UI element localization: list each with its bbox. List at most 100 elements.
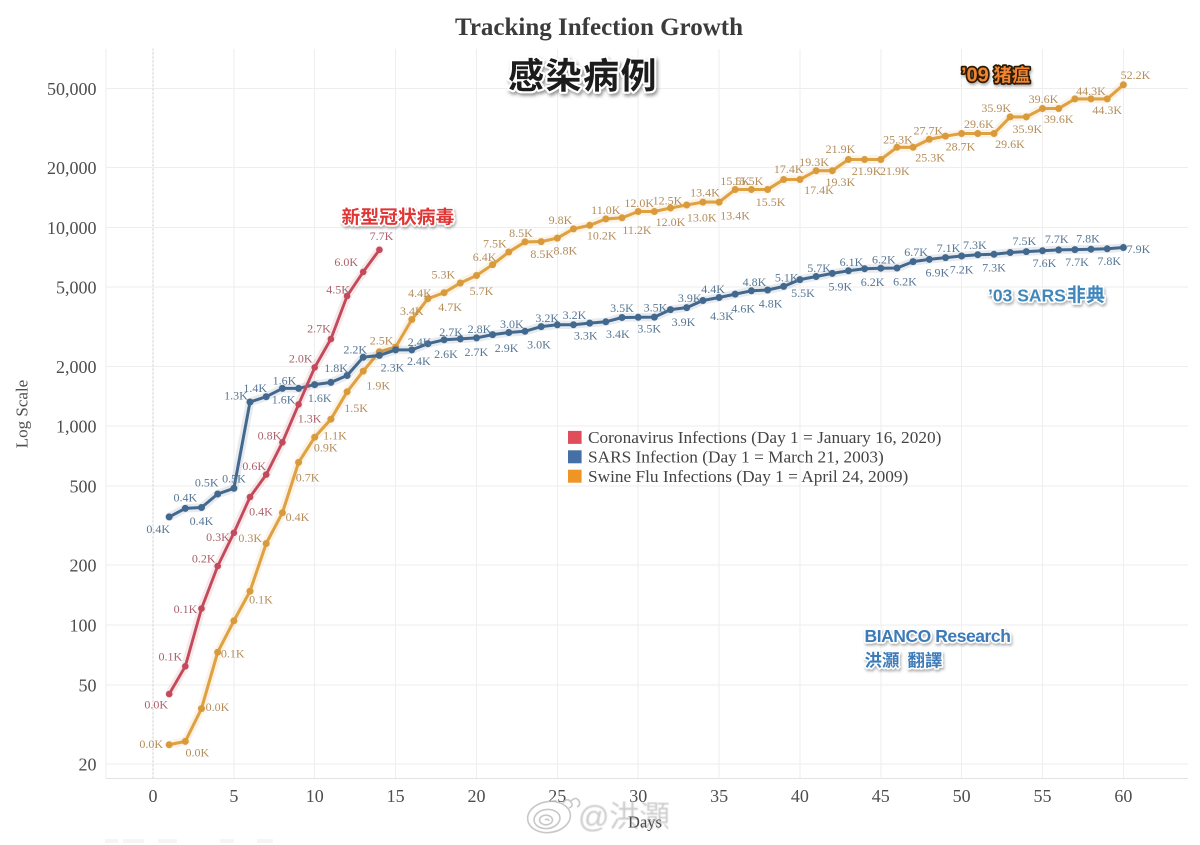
- svg-text:6.2K: 6.2K: [893, 274, 917, 288]
- svg-text:6.7K: 6.7K: [904, 245, 928, 259]
- svg-text:100: 100: [70, 616, 97, 636]
- svg-text:11.0K: 11.0K: [591, 203, 621, 217]
- svg-text:13.0K: 13.0K: [687, 210, 717, 224]
- svg-text:1.9K: 1.9K: [366, 378, 390, 392]
- svg-text:5.9K: 5.9K: [828, 280, 852, 294]
- svg-text:45: 45: [872, 786, 890, 806]
- svg-text:5.7K: 5.7K: [807, 261, 831, 275]
- svg-text:35: 35: [710, 786, 728, 806]
- svg-text:1.8K: 1.8K: [324, 361, 348, 375]
- svg-text:7.7K: 7.7K: [1065, 255, 1089, 269]
- svg-text:21.9K: 21.9K: [852, 164, 882, 178]
- svg-text:0.0K: 0.0K: [185, 746, 209, 760]
- svg-text:’09: ’09: [961, 65, 989, 87]
- svg-text:6.2K: 6.2K: [872, 253, 896, 267]
- svg-text:7.3K: 7.3K: [982, 261, 1006, 275]
- svg-text:1.3K: 1.3K: [298, 412, 322, 426]
- svg-text:@: @: [578, 799, 609, 834]
- svg-text:3.4K: 3.4K: [606, 327, 630, 341]
- svg-text:3.5K: 3.5K: [637, 322, 661, 336]
- svg-text:Tracking Infection Growth: Tracking Infection Growth: [455, 14, 743, 41]
- svg-text:17.4K: 17.4K: [804, 183, 834, 197]
- svg-text:3.9K: 3.9K: [678, 291, 702, 305]
- svg-text:13.4K: 13.4K: [720, 208, 750, 222]
- svg-text:1.1K: 1.1K: [323, 429, 347, 443]
- svg-text:19.3K: 19.3K: [799, 155, 829, 169]
- svg-text:15.5K: 15.5K: [734, 174, 764, 188]
- svg-text:Log Scale: Log Scale: [13, 380, 32, 448]
- svg-text:20,000: 20,000: [47, 158, 97, 178]
- svg-text:28.7K: 28.7K: [946, 139, 976, 153]
- svg-text:39.6K: 39.6K: [1044, 112, 1074, 126]
- svg-text:6.2K: 6.2K: [861, 275, 885, 289]
- svg-text:0.1K: 0.1K: [158, 650, 182, 664]
- svg-text:0.7K: 0.7K: [296, 471, 320, 485]
- svg-text:40: 40: [791, 786, 809, 806]
- svg-text:0.4K: 0.4K: [173, 491, 197, 505]
- svg-text:12.0K: 12.0K: [656, 215, 686, 229]
- svg-text:2.4K: 2.4K: [408, 335, 432, 349]
- svg-text:3.3K: 3.3K: [574, 328, 598, 342]
- svg-text:0: 0: [149, 786, 158, 806]
- svg-text:7.5K: 7.5K: [1012, 234, 1036, 248]
- svg-text:5.5K: 5.5K: [791, 286, 815, 300]
- svg-text:55: 55: [1034, 786, 1052, 806]
- svg-text:30: 30: [629, 786, 647, 806]
- svg-text:6.1K: 6.1K: [840, 255, 864, 269]
- svg-text:20: 20: [79, 755, 97, 775]
- svg-text:0.8K: 0.8K: [258, 429, 282, 443]
- svg-text:1,000: 1,000: [56, 417, 97, 437]
- svg-text:0.4K: 0.4K: [146, 522, 170, 536]
- svg-text:10.2K: 10.2K: [587, 229, 617, 243]
- svg-text:0.0K: 0.0K: [139, 737, 163, 751]
- svg-text:7.7K: 7.7K: [1045, 232, 1069, 246]
- svg-text:15: 15: [387, 786, 405, 806]
- svg-text:3.2K: 3.2K: [535, 311, 559, 325]
- svg-text:0.4K: 0.4K: [286, 510, 310, 524]
- svg-text:Coronavirus Infections (Day 1: Coronavirus Infections (Day 1 = January …: [588, 428, 941, 447]
- svg-text:BIANCO Research: BIANCO Research: [865, 626, 1011, 646]
- svg-text:7.1K: 7.1K: [937, 241, 961, 255]
- svg-text:0.9K: 0.9K: [314, 441, 338, 455]
- svg-text:1.6K: 1.6K: [273, 374, 297, 388]
- svg-text:7.7K: 7.7K: [370, 229, 394, 243]
- svg-text:4.7K: 4.7K: [438, 300, 462, 314]
- svg-text:10,000: 10,000: [47, 218, 97, 238]
- svg-text:29.6K: 29.6K: [964, 117, 994, 131]
- svg-text:21.9K: 21.9K: [826, 142, 856, 156]
- svg-text:1.6K: 1.6K: [272, 393, 296, 407]
- svg-text:3.4K: 3.4K: [400, 304, 424, 318]
- svg-text:2.2K: 2.2K: [343, 343, 367, 357]
- svg-text:0.1K: 0.1K: [221, 647, 245, 661]
- svg-text:8.5K: 8.5K: [509, 226, 533, 240]
- svg-text:0.3K: 0.3K: [238, 531, 262, 545]
- svg-text:50: 50: [79, 675, 97, 695]
- svg-text:4.6K: 4.6K: [731, 301, 755, 315]
- svg-text:4.8K: 4.8K: [743, 275, 767, 289]
- svg-text:17.4K: 17.4K: [774, 162, 804, 176]
- svg-text:35.9K: 35.9K: [1012, 122, 1042, 136]
- svg-text:50,000: 50,000: [47, 79, 97, 99]
- svg-text:52.2K: 52.2K: [1121, 68, 1151, 82]
- svg-text:7.8K: 7.8K: [1097, 254, 1121, 268]
- svg-text:Days: Days: [628, 813, 662, 832]
- svg-text:7.6K: 7.6K: [1033, 256, 1057, 270]
- svg-text:25.3K: 25.3K: [915, 151, 945, 165]
- svg-text:2.7K: 2.7K: [307, 321, 331, 335]
- svg-text:0.2K: 0.2K: [192, 551, 216, 565]
- svg-text:8.5K: 8.5K: [530, 247, 554, 261]
- svg-text:3.0K: 3.0K: [527, 338, 551, 352]
- svg-text:7.2K: 7.2K: [950, 262, 974, 276]
- svg-text:500: 500: [70, 477, 97, 497]
- svg-text:35.9K: 35.9K: [981, 101, 1011, 115]
- svg-text:7.3K: 7.3K: [963, 238, 987, 252]
- svg-text:0.4K: 0.4K: [249, 504, 273, 518]
- svg-text:9.8K: 9.8K: [549, 213, 573, 227]
- svg-text:7.8K: 7.8K: [1076, 232, 1100, 246]
- svg-text:SARS Infection (Day 1 = March: SARS Infection (Day 1 = March 21, 2003): [588, 447, 884, 466]
- svg-text:6.4K: 6.4K: [473, 250, 497, 264]
- svg-text:29.6K: 29.6K: [995, 137, 1025, 151]
- svg-text:4.4K: 4.4K: [701, 282, 725, 296]
- svg-text:2,000: 2,000: [56, 357, 97, 377]
- svg-text:4.4K: 4.4K: [408, 286, 432, 300]
